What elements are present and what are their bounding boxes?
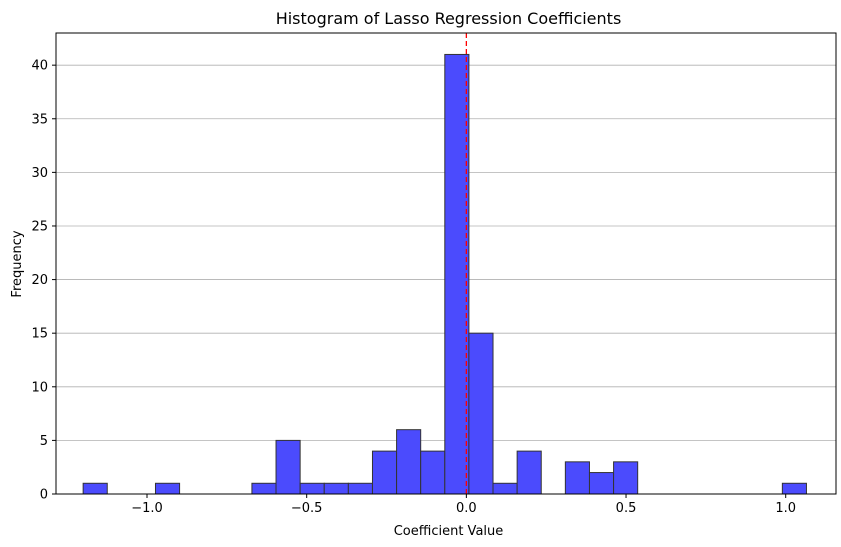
histogram-bar (396, 429, 422, 495)
x-axis-label: Coefficient Value (394, 524, 504, 539)
y-tick-label: 35 (31, 112, 48, 127)
y-tick-label: 25 (31, 219, 48, 234)
y-tick-label: 0 (40, 488, 48, 503)
x-tick-label: −1.0 (131, 501, 163, 516)
x-tick-label: 1.0 (775, 501, 796, 516)
histogram-bar (275, 439, 301, 495)
x-tick-label: −0.5 (291, 501, 323, 516)
y-axis-ticks: 0 5 10 15 20 25 30 35 40 (31, 59, 56, 503)
y-tick-label: 30 (31, 166, 48, 181)
histogram-bar (251, 482, 277, 495)
histogram-bar (468, 332, 494, 495)
histogram-bar (516, 450, 542, 495)
histogram-bar (347, 482, 373, 495)
y-tick-label: 5 (40, 434, 48, 449)
y-tick-label: 10 (31, 380, 48, 395)
x-tick-label: 0.5 (616, 501, 637, 516)
y-tick-label: 20 (31, 273, 48, 288)
histogram-bar (444, 53, 470, 495)
histogram-bar (420, 450, 446, 495)
x-axis-ticks: −1.0 −0.5 0.0 0.5 1.0 (131, 494, 796, 516)
histogram-bar (564, 461, 590, 495)
histogram-bar (588, 472, 615, 495)
y-tick-label: 40 (31, 59, 48, 74)
histogram-bar (323, 482, 349, 495)
histogram-bar (371, 450, 398, 495)
histogram-bar (492, 482, 518, 495)
histogram-bar (82, 482, 108, 495)
y-tick-label: 15 (31, 327, 48, 342)
histogram-bars (82, 53, 807, 495)
histogram-bar (781, 482, 807, 495)
x-tick-label: 0.0 (456, 501, 477, 516)
histogram-bar (154, 482, 181, 495)
chart-title: Histogram of Lasso Regression Coefficien… (276, 9, 622, 28)
plot-frame (55, 32, 837, 495)
histogram-bar (299, 482, 325, 495)
y-axis-label: Frequency (10, 230, 25, 297)
histogram-bar (613, 461, 639, 495)
